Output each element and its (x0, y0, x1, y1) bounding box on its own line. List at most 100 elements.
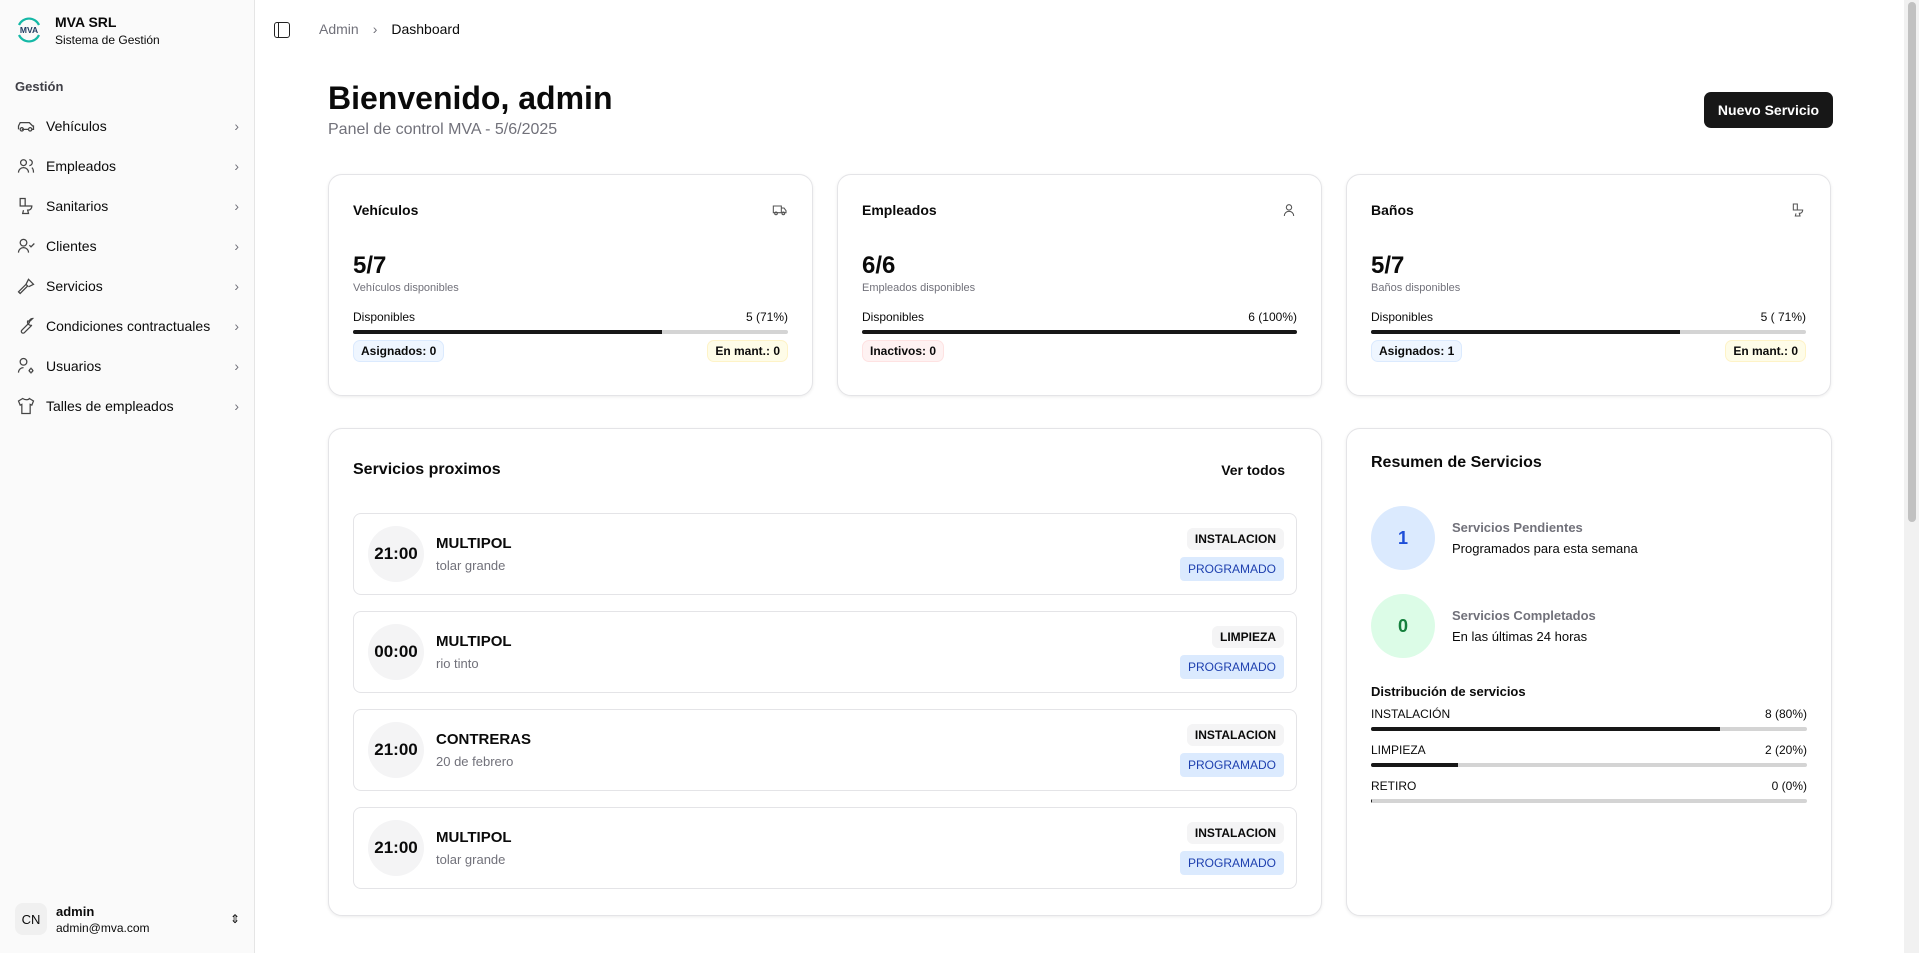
sidebar-item-talles-de-empleados[interactable]: Talles de empleados › (8, 386, 247, 426)
service-client: MULTIPOL (436, 535, 512, 552)
user-icon (1283, 204, 1295, 217)
user-check-icon (17, 238, 35, 253)
distribution-bar-fill (1371, 763, 1459, 767)
service-list: 21:00 MULTIPOL tolar grande INSTALACION PR… (353, 513, 1297, 889)
service-time: 00:00 (368, 624, 424, 680)
sidebar-item-usuarios[interactable]: Usuarios › (8, 346, 247, 386)
sidebar-item-label: Vehículos (46, 118, 107, 134)
chevron-right-icon: › (234, 278, 239, 294)
sidebar-item-condiciones-contractuales[interactable]: Condiciones contractuales › (8, 306, 247, 346)
chevron-right-icon: › (234, 198, 239, 214)
page-title: Bienvenido, admin (328, 80, 613, 116)
sidebar-item-label: Sanitarios (46, 198, 109, 214)
service-time: 21:00 (368, 820, 424, 876)
assigned-badge: Asignados: 0 (353, 340, 445, 362)
distribution-row: RETIRO 0 (0%) (1371, 779, 1807, 793)
breadcrumb: Admin › Dashboard (319, 21, 460, 37)
distribution-value: 8 (80%) (1764, 707, 1807, 721)
bar-value: 5 (71%) (745, 310, 788, 324)
distribution-bar (1371, 727, 1807, 731)
distribution-label: INSTALACIÓN (1371, 707, 1451, 721)
distribution-label: LIMPIEZA (1371, 743, 1426, 757)
view-all-button[interactable]: Ver todos (1221, 462, 1285, 478)
bar-value: 6 (100%) (1248, 310, 1297, 324)
toilet-icon (19, 197, 33, 215)
avatar: CN (15, 903, 47, 935)
page-subtitle: Panel de control MVA - 5/6/2025 (328, 121, 558, 138)
sidebar-toggle-icon[interactable] (274, 22, 290, 38)
sidebar-item-label: Usuarios (46, 358, 102, 374)
bar-label: Disponibles (862, 310, 925, 324)
metric-label: Servicios Completados (1452, 608, 1596, 623)
service-status-badge: PROGRAMADO (1179, 850, 1284, 875)
sidebar-item-label: Talles de empleados (46, 398, 174, 414)
distribution-value: 0 (0%) (1771, 779, 1807, 793)
service-time: 21:00 (368, 526, 424, 582)
assigned-badge: Asignados: 1 (1371, 340, 1463, 362)
distribution-bar-fill (1371, 799, 1373, 803)
metric-desc: En las últimas 24 horas (1452, 629, 1588, 644)
service-location: tolar grande (436, 852, 506, 867)
progress-bar (862, 330, 1297, 334)
distribution-row: LIMPIEZA 2 (20%) (1371, 743, 1807, 757)
service-item[interactable]: 00:00 MULTIPOL rio tinto LIMPIEZA PROGRAMA… (353, 611, 1297, 693)
chevron-right-icon: › (234, 358, 239, 374)
service-client: MULTIPOL (436, 633, 512, 650)
service-location: tolar grande (436, 558, 506, 573)
pending-metric: 1 Servicios Pendientes Programados para e… (1371, 506, 1807, 570)
service-type-badge: INSTALACION (1186, 821, 1284, 844)
service-type-badge: INSTALACION (1186, 723, 1284, 746)
stat-caption: Vehículos disponibles (353, 282, 459, 294)
completed-count: 0 (1371, 594, 1435, 658)
metric-desc: Programados para esta semana (1452, 541, 1638, 556)
distribution-value: 2 (20%) (1764, 743, 1807, 757)
scrollbar-thumb[interactable] (1908, 2, 1916, 522)
chevron-right-icon: › (372, 21, 378, 37)
chevron-right-icon: › (234, 158, 239, 174)
brand-name: MVA SRL (55, 14, 117, 30)
service-item[interactable]: 21:00 MULTIPOL tolar grande INSTALACION PR… (353, 513, 1297, 595)
breadcrumb-admin[interactable]: Admin (319, 21, 359, 37)
car-icon (17, 122, 35, 132)
stat-title: Baños (1371, 202, 1414, 218)
progress-bar (1371, 330, 1806, 334)
service-location: rio tinto (436, 656, 479, 671)
service-item[interactable]: 21:00 MULTIPOL tolar grande INSTALACION PR… (353, 807, 1297, 889)
sidebar-nav: Vehículos › Empleados › Sanitarios › Client… (8, 106, 247, 426)
sidebar-item-label: Empleados (46, 158, 117, 174)
sidebar-item-label: Condiciones contractuales (46, 318, 211, 334)
pending-count: 1 (1371, 506, 1435, 570)
service-client: CONTRERAS (436, 731, 532, 748)
shirt-icon (17, 397, 35, 415)
hammer-icon (17, 278, 35, 295)
card-title: Servicios proximos (353, 461, 501, 478)
stat-value: 5/7 (353, 252, 387, 279)
sidebar-item-clientes[interactable]: Clientes › (8, 226, 247, 266)
service-client: MULTIPOL (436, 829, 512, 846)
stat-card-vehiculos: Vehículos 5/7 Vehículos disponibles Disp… (328, 174, 813, 396)
brand[interactable]: MVA SRL Sistema de Gestión (55, 14, 160, 47)
service-status-badge: PROGRAMADO (1179, 752, 1284, 777)
stat-value: 5/7 (1371, 252, 1405, 279)
sidebar-item-vehiculos[interactable]: Vehículos › (8, 106, 247, 146)
sidebar-item-sanitarios[interactable]: Sanitarios › (8, 186, 247, 226)
sidebar-item-label: Clientes (46, 238, 97, 254)
chevron-right-icon: › (234, 318, 239, 334)
maintenance-badge: En mant.: 0 (1725, 340, 1806, 362)
service-item[interactable]: 21:00 CONTRERAS 20 de febrero INSTALACION… (353, 709, 1297, 791)
service-status-badge: PROGRAMADO (1179, 654, 1284, 679)
service-location: 20 de febrero (436, 754, 514, 769)
user-email: admin@mva.com (56, 920, 150, 935)
nav-group-label: Gestión (15, 79, 64, 94)
stat-title: Empleados (862, 202, 937, 218)
chevron-right-icon: › (234, 398, 239, 414)
user-menu[interactable]: CN admin admin@mva.com ⇕ (15, 903, 240, 935)
sidebar-item-servicios[interactable]: Servicios › (8, 266, 247, 306)
sidebar: MVA MVA SRL Sistema de Gestión Gestión V… (0, 0, 255, 953)
scrollbar[interactable] (1904, 0, 1919, 953)
sidebar-item-empleados[interactable]: Empleados › (8, 146, 247, 186)
distribution-row: INSTALACIÓN 8 (80%) (1371, 707, 1807, 721)
new-service-button[interactable]: Nuevo Servicio (1704, 92, 1833, 128)
distribution-label: RETIRO (1371, 779, 1417, 793)
stat-caption: Baños disponibles (1371, 282, 1461, 294)
